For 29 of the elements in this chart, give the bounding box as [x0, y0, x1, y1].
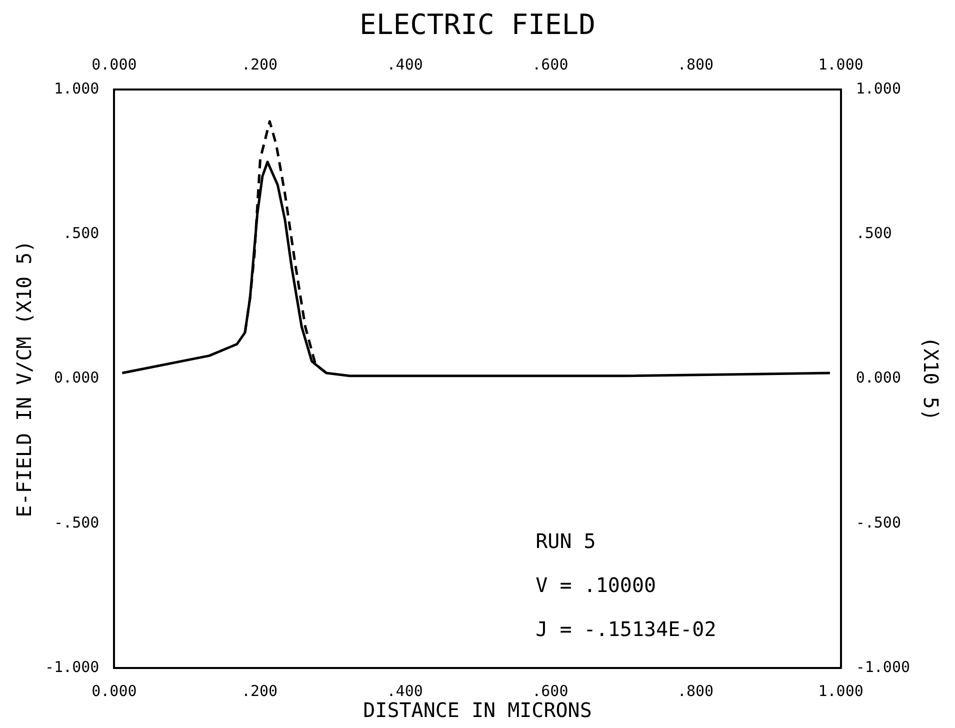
y2-tick-label: -.500	[856, 513, 901, 532]
x-tick-label: 1.000	[818, 682, 864, 700]
x2-tick-label: 0.000	[92, 55, 137, 74]
y-tick-label: 0.000	[54, 368, 100, 387]
x2-tick-label: .600	[532, 55, 568, 74]
annotation: V = .10000	[536, 573, 656, 597]
x-tick-label: .200	[241, 682, 278, 700]
y2-tick-label: 0.000	[856, 368, 901, 387]
y-tick-label: -1.000	[44, 658, 100, 676]
y-tick-label: 1.000	[54, 79, 100, 98]
y-axis-title: E-FIELD IN V/CM (X10 5)	[12, 240, 36, 518]
x2-tick-label: .400	[386, 55, 423, 74]
x-tick-label: 0.000	[92, 682, 137, 700]
chart-title: ELECTRIC FIELD	[359, 8, 596, 42]
x-axis-title: DISTANCE IN MICRONS	[363, 698, 592, 722]
x-tick-label: .600	[532, 682, 568, 700]
y-tick-label: .500	[63, 224, 100, 242]
x-tick-label: .800	[677, 682, 714, 700]
x2-tick-label: .800	[677, 55, 714, 74]
annotation: J = -.15134E-02	[536, 617, 716, 641]
x2-tick-label: .200	[241, 55, 278, 74]
annotation: RUN 5	[536, 529, 596, 553]
y2-axis-title: (X10 5)	[918, 336, 943, 421]
x-tick-label: .400	[386, 682, 423, 700]
y2-tick-label: 1.000	[856, 79, 901, 98]
y-tick-label: -.500	[54, 513, 100, 532]
y2-tick-label: .500	[856, 224, 892, 242]
y2-tick-label: -1.000	[856, 658, 910, 676]
x2-tick-label: 1.000	[818, 55, 864, 74]
